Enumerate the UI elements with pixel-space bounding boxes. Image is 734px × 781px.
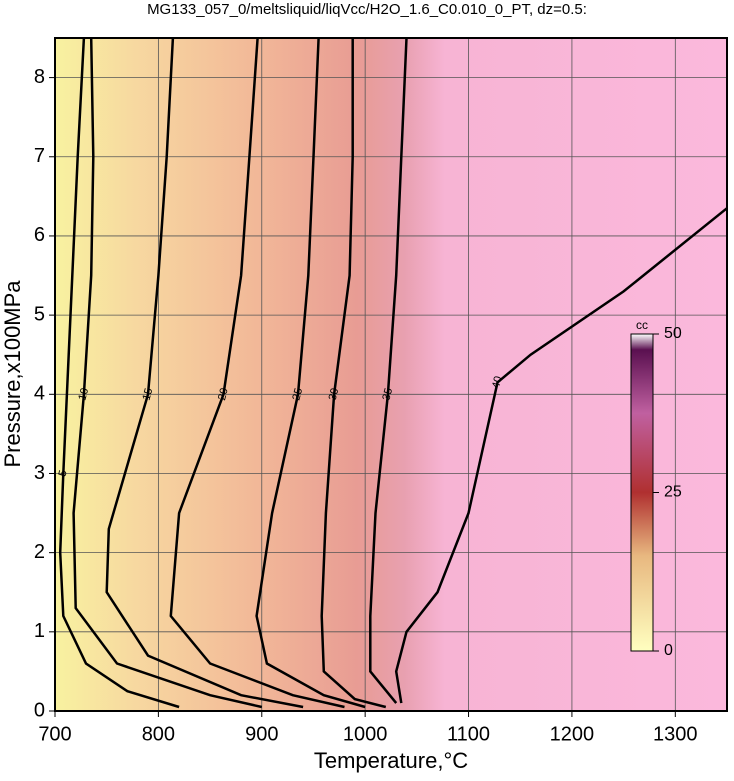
- y-tick-label: 0: [34, 699, 45, 721]
- colorbar-label: cc: [636, 318, 648, 332]
- contour-label: 30: [327, 387, 342, 402]
- contour-label: 20: [216, 387, 231, 402]
- contour-label: 25: [290, 387, 305, 402]
- contour-line: [394, 207, 728, 704]
- y-tick-label: 3: [34, 462, 45, 484]
- contour-line: [369, 37, 408, 704]
- x-axis-label: Temperature,°C: [314, 748, 468, 773]
- y-tick-label: 2: [34, 541, 45, 563]
- x-tick-label: 800: [142, 723, 175, 745]
- x-tick-label: 700: [38, 723, 71, 745]
- x-tick-label: 1100: [447, 723, 490, 745]
- x-tick-label: 900: [245, 723, 278, 745]
- contour-line: [169, 37, 345, 709]
- y-tick-label: 7: [34, 145, 45, 167]
- y-tick-label: 5: [34, 303, 45, 325]
- x-tick-label: 1300: [653, 723, 698, 745]
- contour-line: [58, 37, 180, 709]
- contour-line: [105, 37, 304, 709]
- x-tick-label: 1200: [550, 723, 595, 745]
- contour-label: 10: [76, 387, 91, 402]
- contour-line: [72, 37, 263, 709]
- colorbar-tick-label: 25: [664, 484, 682, 501]
- colorbar: [630, 333, 654, 652]
- chart-title: MG133_057_0/meltsliquid/liqVcc/H2O_1.6_C…: [147, 1, 587, 18]
- plot-frame: [54, 37, 728, 712]
- colorbar-tick-label: 0: [664, 642, 673, 659]
- y-tick-label: 1: [34, 620, 45, 642]
- contour-label: 5: [57, 469, 70, 478]
- contour-label: 40: [490, 375, 505, 390]
- contour-label: 15: [141, 387, 156, 402]
- contour-label: 35: [380, 387, 395, 402]
- x-tick-label: 1000: [343, 723, 388, 745]
- plot-background: [55, 38, 727, 711]
- contour-line: [255, 37, 366, 709]
- y-axis-label: Pressure,x100MPa: [0, 280, 25, 468]
- contour-line: [320, 38, 387, 709]
- y-tick-label: 4: [34, 383, 45, 405]
- y-tick-label: 6: [34, 224, 45, 246]
- colorbar-tick-label: 50: [664, 325, 682, 342]
- y-tick-label: 8: [34, 66, 45, 88]
